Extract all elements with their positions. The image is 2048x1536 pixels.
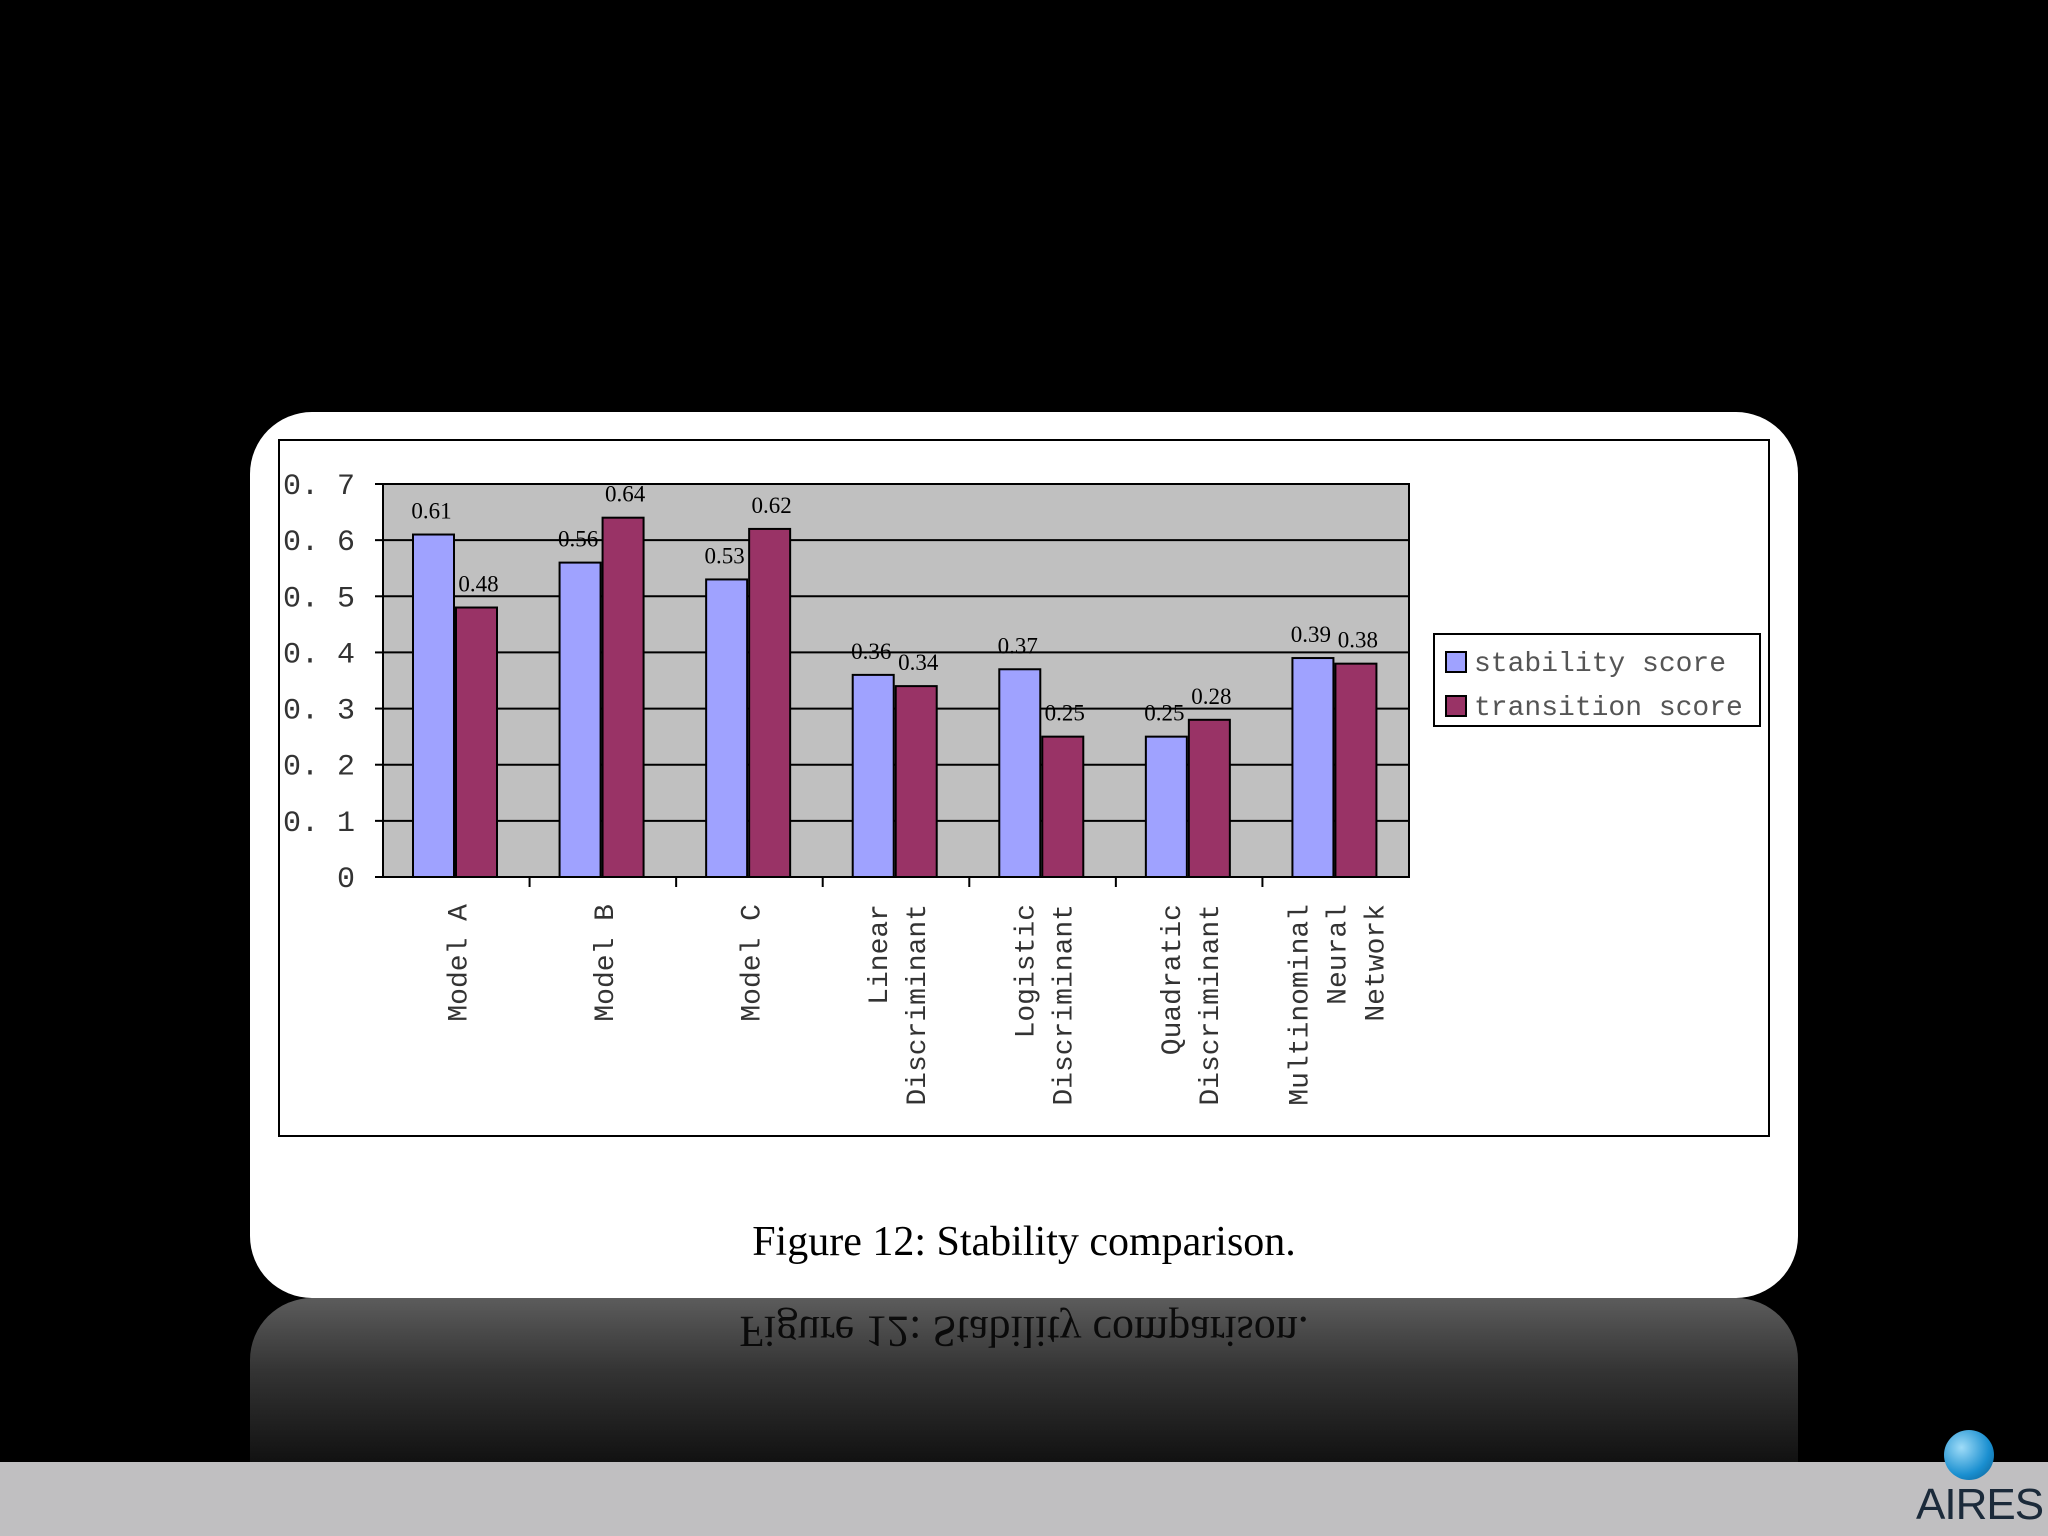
aires-logo: AIRES (1906, 1430, 2044, 1530)
bar-transition-score (748, 527, 792, 879)
legend-box (1433, 633, 1761, 727)
x-tick-label: Model C (737, 904, 768, 1022)
caption-reflection: Figure 12: Stability comparison. (250, 1298, 1798, 1463)
bar-stability-score (1291, 657, 1335, 878)
bar-value-label: 0.28 (1191, 684, 1231, 709)
bar-stability-score (998, 668, 1042, 878)
x-tick-label: Discriminant (903, 904, 934, 1106)
bar-value-label: 0.25 (1144, 701, 1184, 726)
bar-value-label: 0.64 (605, 482, 646, 507)
bar-stability-score (558, 561, 602, 878)
x-tick-label: Linear (865, 904, 896, 1005)
bar-stability-score (412, 533, 455, 878)
bar-value-label: 0.38 (1338, 628, 1378, 653)
y-tick-label: 0. 5 (283, 582, 355, 616)
legend-label: stability score (1474, 649, 1726, 680)
x-tick-label: Network (1362, 904, 1393, 1022)
bar-value-label: 0.36 (851, 639, 891, 664)
y-axis: 0 0. 1 0. 2 0. 3 0. 4 0. 5 0. 6 0. 7 (283, 470, 383, 897)
x-axis: Model A Model B Model C Linear Discriminant L… (444, 877, 1393, 1106)
bar-value-label: 0.62 (752, 493, 792, 518)
bar-value-label: 0.61 (411, 499, 451, 524)
bar-value-label: 0.34 (898, 650, 939, 675)
legend: stability score transition score (1433, 633, 1761, 727)
figure-caption: Figure 12: Stability comparison. (752, 1219, 1296, 1265)
bar-value-label: 0.56 (558, 527, 598, 552)
bar-value-label: 0.53 (705, 543, 745, 568)
reflected-caption: Figure 12: Stability comparison. (739, 1307, 1309, 1356)
x-tick-label: Multinominal (1286, 904, 1317, 1106)
y-tick-label: 0. 3 (283, 695, 355, 729)
bars (412, 516, 1378, 879)
y-tick-label: 0. 6 (283, 526, 355, 560)
bar-transition-score (601, 516, 645, 879)
x-tick-label: Model B (591, 904, 622, 1022)
x-tick-label: Discriminant (1050, 904, 1081, 1106)
legend-swatch (1445, 651, 1467, 673)
bar-stability-score (851, 673, 895, 879)
bar-value-labels: 0.61 0.48 0.56 0.64 0.53 0.62 0.36 0.34 0.37 0.25… (411, 482, 1378, 726)
y-tick-label: 0. 1 (283, 807, 355, 841)
bar-value-label: 0.48 (458, 572, 498, 597)
x-tick-label: Model A (444, 904, 475, 1022)
bar-value-label: 0.39 (1291, 622, 1331, 647)
bar-transition-score (1334, 662, 1378, 879)
y-tick-label: 0. 4 (283, 638, 355, 672)
bar-value-label: 0.37 (998, 633, 1038, 658)
legend-label: transition score (1474, 693, 1743, 724)
x-tick-label: Neural (1324, 904, 1355, 1005)
bar-transition-score (1041, 735, 1085, 879)
y-tick-label: 0. 2 (283, 751, 355, 785)
footer-bar (0, 1462, 2048, 1536)
bar-value-label: 0.25 (1045, 701, 1085, 726)
bar-transition-score (1187, 718, 1231, 878)
logo-text: AIRES (1916, 1480, 2044, 1529)
bar-stability-score (1144, 735, 1188, 879)
legend-swatch (1445, 695, 1467, 717)
bar-transition-score (894, 685, 938, 878)
globe-icon (1944, 1430, 1994, 1480)
bar-stability-score (705, 578, 749, 878)
y-tick-label: 0. 7 (283, 470, 355, 504)
x-tick-label: Logistic (1012, 904, 1043, 1038)
x-tick-label: Quadratic (1158, 904, 1189, 1055)
y-tick-label: 0 (337, 863, 355, 897)
x-tick-label: Discriminant (1196, 904, 1227, 1106)
bar-transition-score (455, 606, 498, 878)
